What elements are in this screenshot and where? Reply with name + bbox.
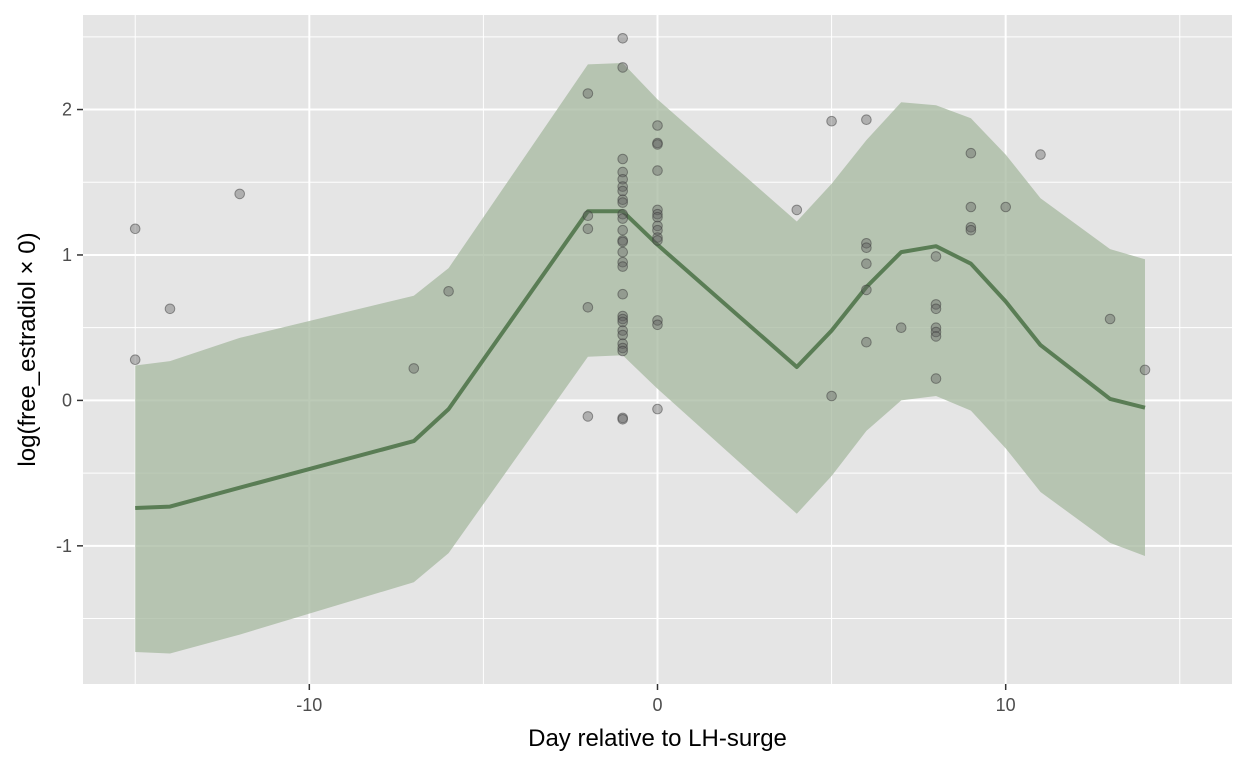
data-point — [652, 232, 663, 243]
y-tick-label: -1 — [56, 536, 72, 556]
data-point — [652, 235, 663, 246]
data-point — [930, 373, 942, 384]
data-point — [652, 211, 663, 223]
x-tick-label: 10 — [996, 695, 1016, 715]
confidence-ribbon-layer — [135, 63, 1145, 654]
data-point — [408, 363, 420, 374]
data-point — [1104, 313, 1116, 325]
data-point — [617, 288, 629, 300]
data-point — [652, 139, 663, 150]
data-point — [826, 390, 837, 402]
data-point — [652, 165, 663, 176]
data-point — [617, 153, 629, 165]
data-point — [617, 261, 629, 272]
y-tick-label: 1 — [62, 245, 72, 265]
data-point — [617, 329, 629, 341]
data-point — [930, 331, 942, 342]
data-point — [826, 115, 837, 127]
y-tick-labels: -1 0 1 2 — [56, 100, 72, 556]
data-point — [617, 342, 629, 354]
data-point — [652, 120, 663, 131]
y-tick-label: 0 — [62, 390, 72, 410]
data-point — [617, 194, 629, 205]
data-point — [930, 251, 942, 262]
data-point — [617, 62, 629, 73]
data-point — [861, 242, 872, 253]
data-point — [582, 223, 594, 235]
trend-line — [135, 209, 1146, 510]
data-point — [617, 224, 629, 236]
x-tick-label: 0 — [652, 695, 662, 715]
data-point — [164, 303, 176, 315]
y-axis-title: log(free_estradiol × 0) — [14, 232, 41, 466]
data-point — [791, 204, 803, 216]
data-point — [234, 188, 245, 200]
data-point — [617, 316, 629, 328]
data-point — [1035, 149, 1046, 160]
data-point — [861, 336, 872, 348]
y-tick-label: 2 — [62, 100, 72, 120]
data-point — [895, 322, 907, 334]
data-point — [617, 166, 629, 178]
data-point — [617, 345, 629, 357]
data-point — [861, 114, 872, 125]
data-points-layer — [129, 33, 1151, 425]
data-point — [652, 224, 663, 236]
confidence-ribbon — [135, 63, 1145, 654]
data-point — [1000, 201, 1012, 213]
data-point — [652, 403, 663, 415]
data-point — [617, 246, 629, 258]
data-point — [582, 88, 594, 99]
data-point — [617, 310, 629, 322]
data-point — [617, 213, 629, 224]
data-point — [129, 354, 141, 366]
data-point — [617, 414, 629, 425]
data-point — [965, 147, 977, 159]
data-point — [861, 258, 872, 270]
data-point — [617, 174, 629, 185]
data-point — [617, 185, 629, 197]
data-point — [582, 411, 594, 422]
data-point — [617, 33, 629, 44]
data-point — [617, 313, 629, 325]
data-point — [965, 222, 977, 233]
data-point — [652, 208, 663, 220]
data-point — [617, 236, 629, 248]
data-point — [1139, 364, 1151, 376]
data-point — [582, 302, 594, 313]
data-point — [861, 284, 872, 296]
data-point — [617, 197, 629, 208]
data-point — [129, 223, 141, 235]
x-axis-title: Day relative to LH-surge — [528, 725, 787, 752]
data-point — [443, 286, 454, 297]
x-tick-labels: -10 0 10 — [296, 695, 1015, 715]
data-point — [582, 210, 594, 221]
data-point — [930, 303, 942, 315]
data-point — [965, 201, 977, 213]
data-point — [965, 224, 977, 236]
axis-ticks — [77, 108, 1007, 690]
x-tick-label: -10 — [296, 695, 322, 715]
data-point — [652, 319, 663, 331]
trend-line-layer — [135, 209, 1146, 510]
